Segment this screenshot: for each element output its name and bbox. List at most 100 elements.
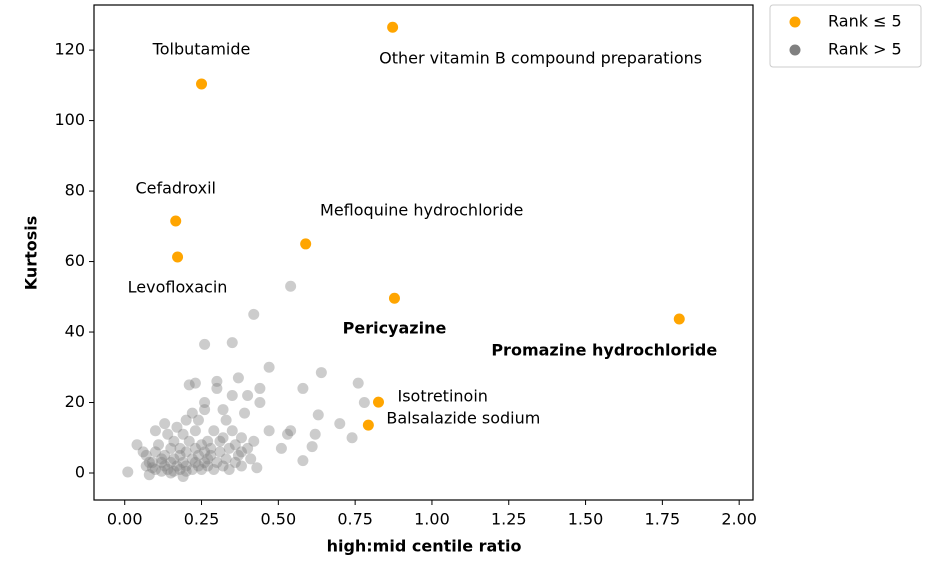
data-point	[122, 466, 134, 478]
data-point	[232, 372, 244, 384]
data-point	[315, 367, 327, 379]
data-point	[162, 463, 174, 475]
data-point	[183, 379, 195, 391]
data-point	[174, 442, 186, 454]
data-point	[177, 471, 189, 483]
point-label: Promazine hydrochloride	[491, 341, 717, 360]
data-point	[211, 375, 223, 387]
data-point	[205, 449, 217, 461]
data-point	[168, 453, 180, 465]
data-point	[189, 456, 201, 468]
data-point	[177, 456, 189, 468]
data-point	[235, 460, 247, 472]
y-tick-label: 40	[65, 322, 85, 341]
data-point	[199, 338, 211, 350]
data-point	[346, 432, 358, 444]
data-point	[149, 425, 161, 437]
y-tick-label: 120	[54, 40, 85, 59]
legend-label: Rank > 5	[828, 40, 902, 59]
x-tick-label: 0.75	[337, 510, 373, 529]
x-tick-label: 0.25	[184, 510, 220, 529]
data-point	[232, 449, 244, 461]
point-label: Balsalazide sodium	[386, 409, 540, 428]
data-point	[174, 449, 186, 461]
data-point	[245, 453, 257, 465]
data-point	[171, 421, 183, 433]
data-point	[226, 389, 238, 401]
data-point	[220, 414, 232, 426]
data-point	[196, 78, 208, 90]
point-label: Pericyazine	[343, 319, 447, 338]
data-point	[358, 397, 370, 409]
data-point	[673, 313, 685, 325]
data-point	[211, 382, 223, 394]
data-point	[263, 425, 275, 437]
point-label: Isotretinoin	[397, 387, 487, 406]
data-point	[199, 397, 211, 409]
data-point	[220, 453, 232, 465]
x-tick-label: 0.50	[261, 510, 297, 529]
data-point	[205, 442, 217, 454]
data-point	[143, 469, 155, 481]
data-point	[282, 428, 294, 440]
legend-marker	[789, 44, 801, 56]
data-point	[180, 465, 192, 477]
data-point	[226, 337, 238, 349]
y-tick-label: 100	[54, 110, 85, 129]
data-point	[263, 361, 275, 373]
data-point	[214, 435, 226, 447]
data-point	[131, 439, 143, 451]
y-tick-label: 0	[75, 463, 85, 482]
data-point	[275, 442, 287, 454]
data-point	[239, 407, 251, 419]
data-point	[297, 382, 309, 394]
data-point	[248, 435, 260, 447]
data-point	[306, 441, 318, 453]
data-point	[388, 292, 400, 304]
data-point	[189, 425, 201, 437]
legend-label: Rank ≤ 5	[828, 12, 902, 31]
data-point	[251, 462, 263, 474]
point-label: Mefloquine hydrochloride	[320, 200, 523, 219]
x-tick-label: 1.75	[645, 510, 681, 529]
data-point	[196, 439, 208, 451]
legend-marker	[789, 16, 801, 28]
data-point	[202, 453, 214, 465]
data-point	[186, 463, 198, 475]
data-point	[137, 446, 149, 458]
point-label: Levofloxacin	[128, 277, 228, 296]
point-label: Tolbutamide	[152, 39, 251, 58]
data-point	[300, 238, 312, 250]
data-point	[192, 414, 204, 426]
legend-box	[769, 4, 922, 68]
y-tick-label: 80	[65, 181, 85, 200]
data-point	[199, 456, 211, 468]
y-tick-label: 20	[65, 392, 85, 411]
data-point	[171, 460, 183, 472]
data-point	[186, 407, 198, 419]
data-point	[309, 428, 321, 440]
data-point	[168, 465, 180, 477]
data-point	[189, 442, 201, 454]
data-point	[140, 449, 152, 461]
data-point	[285, 425, 297, 437]
data-point	[183, 435, 195, 447]
data-point	[352, 377, 364, 389]
data-point	[140, 460, 152, 472]
data-point	[372, 396, 384, 408]
data-point	[217, 460, 229, 472]
data-point	[192, 460, 204, 472]
data-point	[156, 456, 168, 468]
data-point	[235, 432, 247, 444]
data-point	[223, 442, 235, 454]
x-tick-label: 2.00	[721, 510, 757, 529]
data-point	[149, 446, 161, 458]
data-point	[229, 439, 241, 451]
data-point	[202, 435, 214, 447]
data-point	[334, 418, 346, 430]
x-tick-label: 1.00	[414, 510, 450, 529]
x-tick-label: 1.25	[491, 510, 527, 529]
data-point	[153, 439, 165, 451]
data-point	[168, 435, 180, 447]
